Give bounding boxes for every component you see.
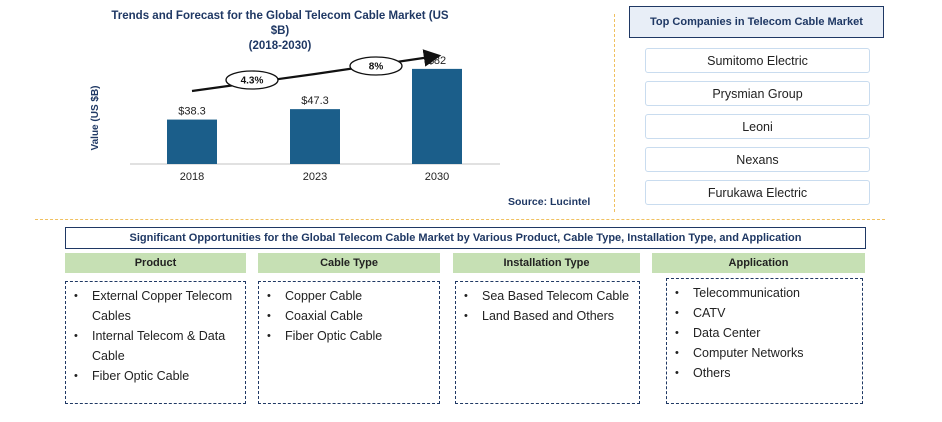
list-item: Fiber Optic Cable <box>263 326 433 346</box>
source-label: Source: Lucintel <box>508 196 591 208</box>
company-item: Prysmian Group <box>645 81 870 106</box>
company-item: Furukawa Electric <box>645 180 870 205</box>
list-item: Telecommunication <box>671 283 856 303</box>
category-list: Copper CableCoaxial CableFiber Optic Cab… <box>263 286 433 346</box>
company-item: Leoni <box>645 114 870 139</box>
bar-2030 <box>412 68 462 164</box>
list-item: Computer Networks <box>671 343 856 363</box>
list-item: Fiber Optic Cable <box>70 366 239 386</box>
tick-label-2030: 2030 <box>425 171 449 183</box>
data-label-2018: $38.3 <box>178 106 206 118</box>
category-list-box: External Copper Telecom CablesInternal T… <box>65 281 246 404</box>
companies-header: Top Companies in Telecom Cable Market <box>629 6 884 38</box>
category-list: TelecommunicationCATVData CenterComputer… <box>671 283 856 383</box>
chart-title: Trends and Forecast for the Global Telec… <box>110 9 450 54</box>
list-item: Data Center <box>671 323 856 343</box>
data-label-2023: $47.3 <box>301 95 329 107</box>
bar-2018 <box>167 119 217 164</box>
list-item: Copper Cable <box>263 286 433 306</box>
list-item: Coaxial Cable <box>263 306 433 326</box>
bar-2023 <box>290 109 340 164</box>
list-item: Land Based and Others <box>460 306 633 326</box>
tick-label-2023: 2023 <box>303 171 327 183</box>
cagr-label-1: 8% <box>369 62 384 73</box>
category-list-box: Sea Based Telecom CableLand Based and Ot… <box>455 281 640 404</box>
y-axis-label: Value (US $B) <box>90 85 101 150</box>
category-list-box: Copper CableCoaxial CableFiber Optic Cab… <box>258 281 440 404</box>
category-list: Sea Based Telecom CableLand Based and Ot… <box>460 286 633 326</box>
horizontal-divider <box>35 219 885 220</box>
opportunities-header: Significant Opportunities for the Global… <box>65 227 866 249</box>
cagr-trend-arrow <box>191 49 442 93</box>
bar-chart: Value (US $B) $38.32018$47.32023$8220304.… <box>90 49 500 183</box>
vertical-divider <box>614 14 615 212</box>
category-list: External Copper Telecom CablesInternal T… <box>70 286 239 386</box>
company-item: Nexans <box>645 147 870 172</box>
list-item: Others <box>671 363 856 383</box>
chart-title-text: Trends and Forecast for the Global Telec… <box>111 10 449 37</box>
chart-subtitle: (2018-2030) <box>248 40 312 52</box>
category-header-installation-type: Installation Type <box>453 253 640 273</box>
list-item: External Copper Telecom Cables <box>70 286 239 326</box>
category-header-product: Product <box>65 253 246 273</box>
category-header-application: Application <box>652 253 865 273</box>
list-item: Internal Telecom & Data Cable <box>70 326 239 366</box>
cagr-bubble-1 <box>349 56 403 76</box>
list-item: CATV <box>671 303 856 323</box>
cagr-bubble-0 <box>225 70 279 90</box>
list-item: Sea Based Telecom Cable <box>460 286 633 306</box>
tick-label-2018: 2018 <box>180 171 204 183</box>
category-header-cable-type: Cable Type <box>258 253 440 273</box>
cagr-label-0: 4.3% <box>241 76 264 87</box>
category-list-box: TelecommunicationCATVData CenterComputer… <box>666 278 863 404</box>
company-item: Sumitomo Electric <box>645 48 870 73</box>
